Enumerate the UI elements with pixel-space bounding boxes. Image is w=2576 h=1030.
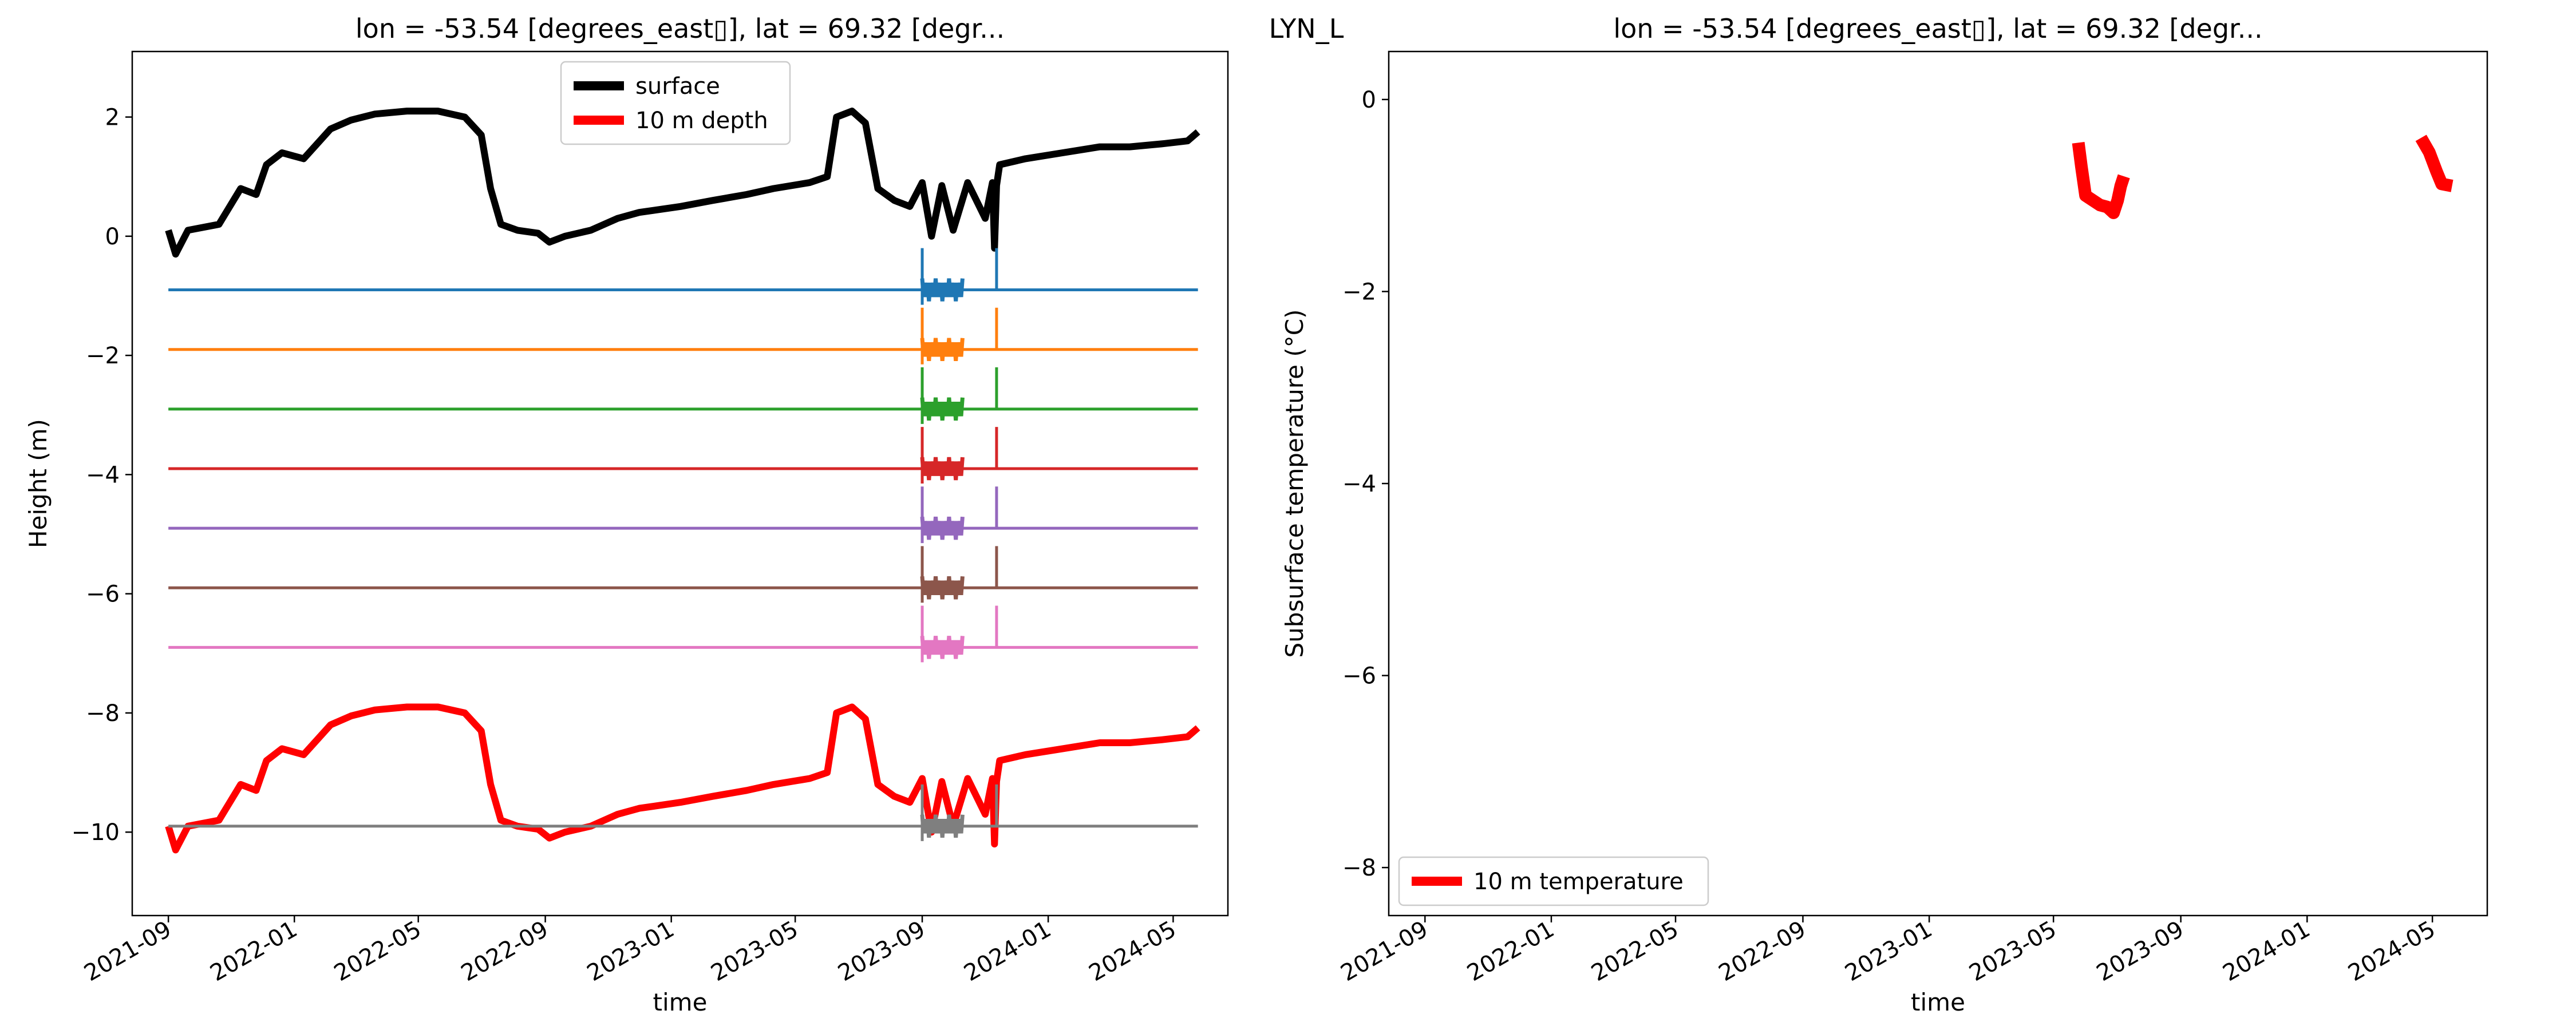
- y-tick-label: −4: [86, 462, 120, 488]
- legend-box: [1398, 856, 1709, 906]
- chart-series-noise: [920, 397, 965, 421]
- chart-series-line: [165, 108, 1200, 258]
- y-tick-label: −2: [1342, 279, 1376, 305]
- chart-left-title: lon = -53.54 [degrees_east▯], lat = 69.3…: [355, 13, 1005, 44]
- chart-right-x-axis-label: time: [1911, 988, 1965, 1016]
- chart-left-y-axis-label: Height (m): [24, 419, 52, 548]
- chart-series-noise: [920, 338, 965, 361]
- chart-series-layer-9: [168, 784, 1198, 841]
- chart-series-noise: [920, 814, 965, 838]
- y-tick-label: 0: [105, 224, 120, 250]
- chart-series-group: [2072, 134, 2453, 219]
- y-tick-label: 2: [105, 105, 120, 131]
- chart-series-layer-6: [168, 486, 1198, 544]
- chart-series-layer-8: [168, 605, 1198, 663]
- y-tick-label: −6: [1342, 663, 1376, 690]
- legend-label: surface: [635, 73, 720, 100]
- legend-label: 10 m temperature: [1473, 869, 1684, 895]
- y-tick-label: −10: [72, 819, 120, 846]
- y-tick-label: −6: [86, 581, 120, 608]
- chart-series-line: [165, 703, 1200, 854]
- chart-right-title: lon = -53.54 [degrees_east▯], lat = 69.3…: [1613, 13, 2262, 44]
- chart-series-layer-2: [168, 248, 1198, 305]
- legend-label: 10 m depth: [635, 108, 768, 134]
- chart-series-noise: [920, 457, 965, 481]
- chart-right-y-axis-label: Subsurface temperature (°C): [1281, 310, 1309, 658]
- chart-left-legend: surface 10 m depth: [560, 61, 791, 145]
- chart-left-x-axis-label: time: [653, 988, 708, 1016]
- y-tick-label: −2: [86, 343, 120, 369]
- chart-series-layer-3: [168, 307, 1198, 365]
- chart-series-line: [2415, 134, 2453, 192]
- y-tick-label: −8: [1342, 855, 1376, 881]
- chart-series-noise: [920, 278, 965, 302]
- chart-series-line: [2072, 141, 2130, 219]
- chart-series-noise: [920, 516, 965, 540]
- y-tick-label: 0: [1362, 87, 1376, 113]
- y-tick-label: −4: [1342, 471, 1376, 497]
- chart-series-noise: [920, 576, 965, 600]
- chart-series-layer-7: [168, 546, 1198, 603]
- chart-series-layer-4: [168, 367, 1198, 424]
- chart-right-legend: 10 m temperature: [1398, 856, 1709, 906]
- chart-series-layer-5: [168, 427, 1198, 484]
- chart-frame: [131, 50, 1229, 917]
- figure-suptitle: LYN_L: [1269, 13, 1344, 44]
- y-tick-label: −8: [86, 700, 120, 727]
- chart-series-noise: [920, 636, 965, 659]
- chart-series-group: [165, 108, 1200, 854]
